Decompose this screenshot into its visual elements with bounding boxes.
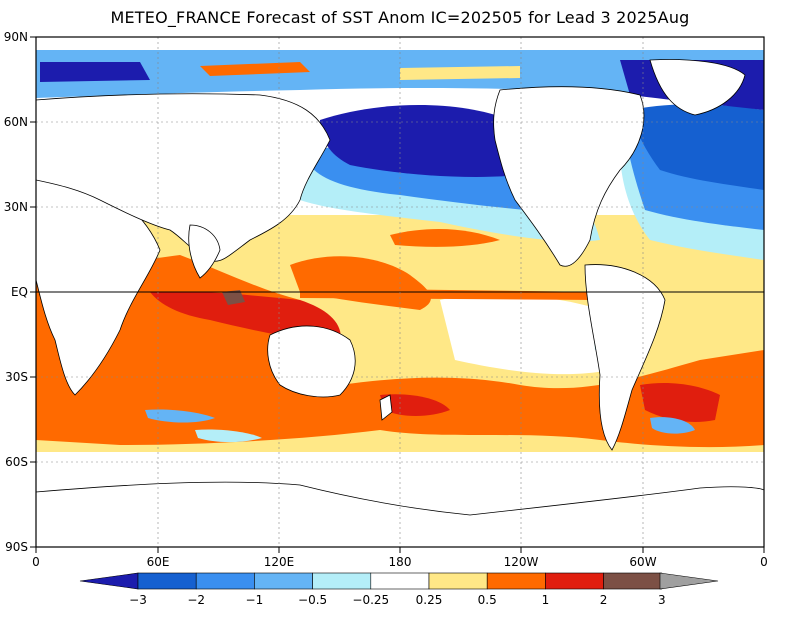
lon-label-120e: 120E <box>264 555 295 569</box>
colorbar-label: −2 <box>187 593 205 607</box>
lon-label-120w: 120W <box>504 555 539 569</box>
lat-label-eq: EQ <box>11 285 28 299</box>
north-pacific-darkblue <box>320 105 529 177</box>
lat-label-60s: 60S <box>5 455 28 469</box>
north-pacific-orange-streak <box>390 228 500 247</box>
lon-label-0: 0 <box>32 555 40 569</box>
greenland-land <box>649 59 746 116</box>
colorbar-label: −1 <box>246 593 264 607</box>
lat-label-90s: 90S <box>5 540 28 554</box>
southern-ocean-blue-patch-3 <box>650 417 695 434</box>
north-america-land <box>493 86 645 267</box>
colorbar-label: −0.25 <box>352 593 389 607</box>
colorbar-label: 1 <box>542 593 550 607</box>
lat-label-90n: 90N <box>4 30 28 44</box>
colorbar-cell <box>545 572 604 590</box>
colorbar-right-arrow <box>659 572 719 590</box>
lon-label-60w: 60W <box>629 555 656 569</box>
india-land <box>188 224 221 279</box>
maritime-brown-core <box>222 290 245 305</box>
colorbar-cell <box>486 572 546 590</box>
lat-label-60n: 60N <box>4 115 28 129</box>
south-america-land <box>584 264 666 451</box>
colorbar-cell <box>370 572 430 590</box>
graticule <box>36 37 764 547</box>
antarctica-land <box>36 481 764 547</box>
colorbar-label: −0.5 <box>298 593 327 607</box>
lat-label-30n: 30N <box>4 200 28 214</box>
lon-label-0-east: 0 <box>760 555 768 569</box>
eurasia-land <box>36 93 331 262</box>
map-title: METEO_FRANCE Forecast of SST Anom IC=202… <box>110 8 690 27</box>
south-pacific-red <box>380 394 450 416</box>
arctic-orange-streaks <box>200 62 310 76</box>
colorbar-cell <box>137 572 197 590</box>
north-atlantic-darkblue <box>630 104 764 190</box>
southern-ocean-blue-patch-2 <box>195 429 262 443</box>
south-atlantic-red <box>640 383 720 422</box>
lon-label-180: 180 <box>389 555 412 569</box>
continents <box>36 59 764 547</box>
colorbar-cell <box>254 572 313 590</box>
new-zealand-land <box>379 394 393 421</box>
equatorial-orange-band <box>300 288 600 300</box>
colorbar-label: 0.5 <box>478 593 497 607</box>
lat-label-30s: 30S <box>5 370 28 384</box>
arctic-darkblue-west <box>40 62 150 82</box>
arctic-yellow-strip <box>400 66 520 80</box>
colorbar-cell <box>312 572 372 590</box>
australia-land <box>267 325 356 398</box>
colorbar-label: 0.25 <box>416 593 443 607</box>
colorbar: −3 −2 −1 −0.5 −0.25 0.25 0.5 1 2 3 <box>79 572 719 607</box>
colorbar-cell <box>428 572 488 590</box>
colorbar-label: −3 <box>129 593 147 607</box>
axis-ticks <box>30 36 765 553</box>
colorbar-label: 3 <box>658 593 666 607</box>
east-pacific-white-patch <box>440 294 610 375</box>
southern-ocean-blue-patch-1 <box>145 409 215 423</box>
colorbar-cell <box>195 572 255 590</box>
lon-label-60e: 60E <box>147 555 170 569</box>
colorbar-cell <box>603 572 663 590</box>
colorbar-label: 2 <box>600 593 608 607</box>
colorbar-left-arrow <box>79 572 139 590</box>
